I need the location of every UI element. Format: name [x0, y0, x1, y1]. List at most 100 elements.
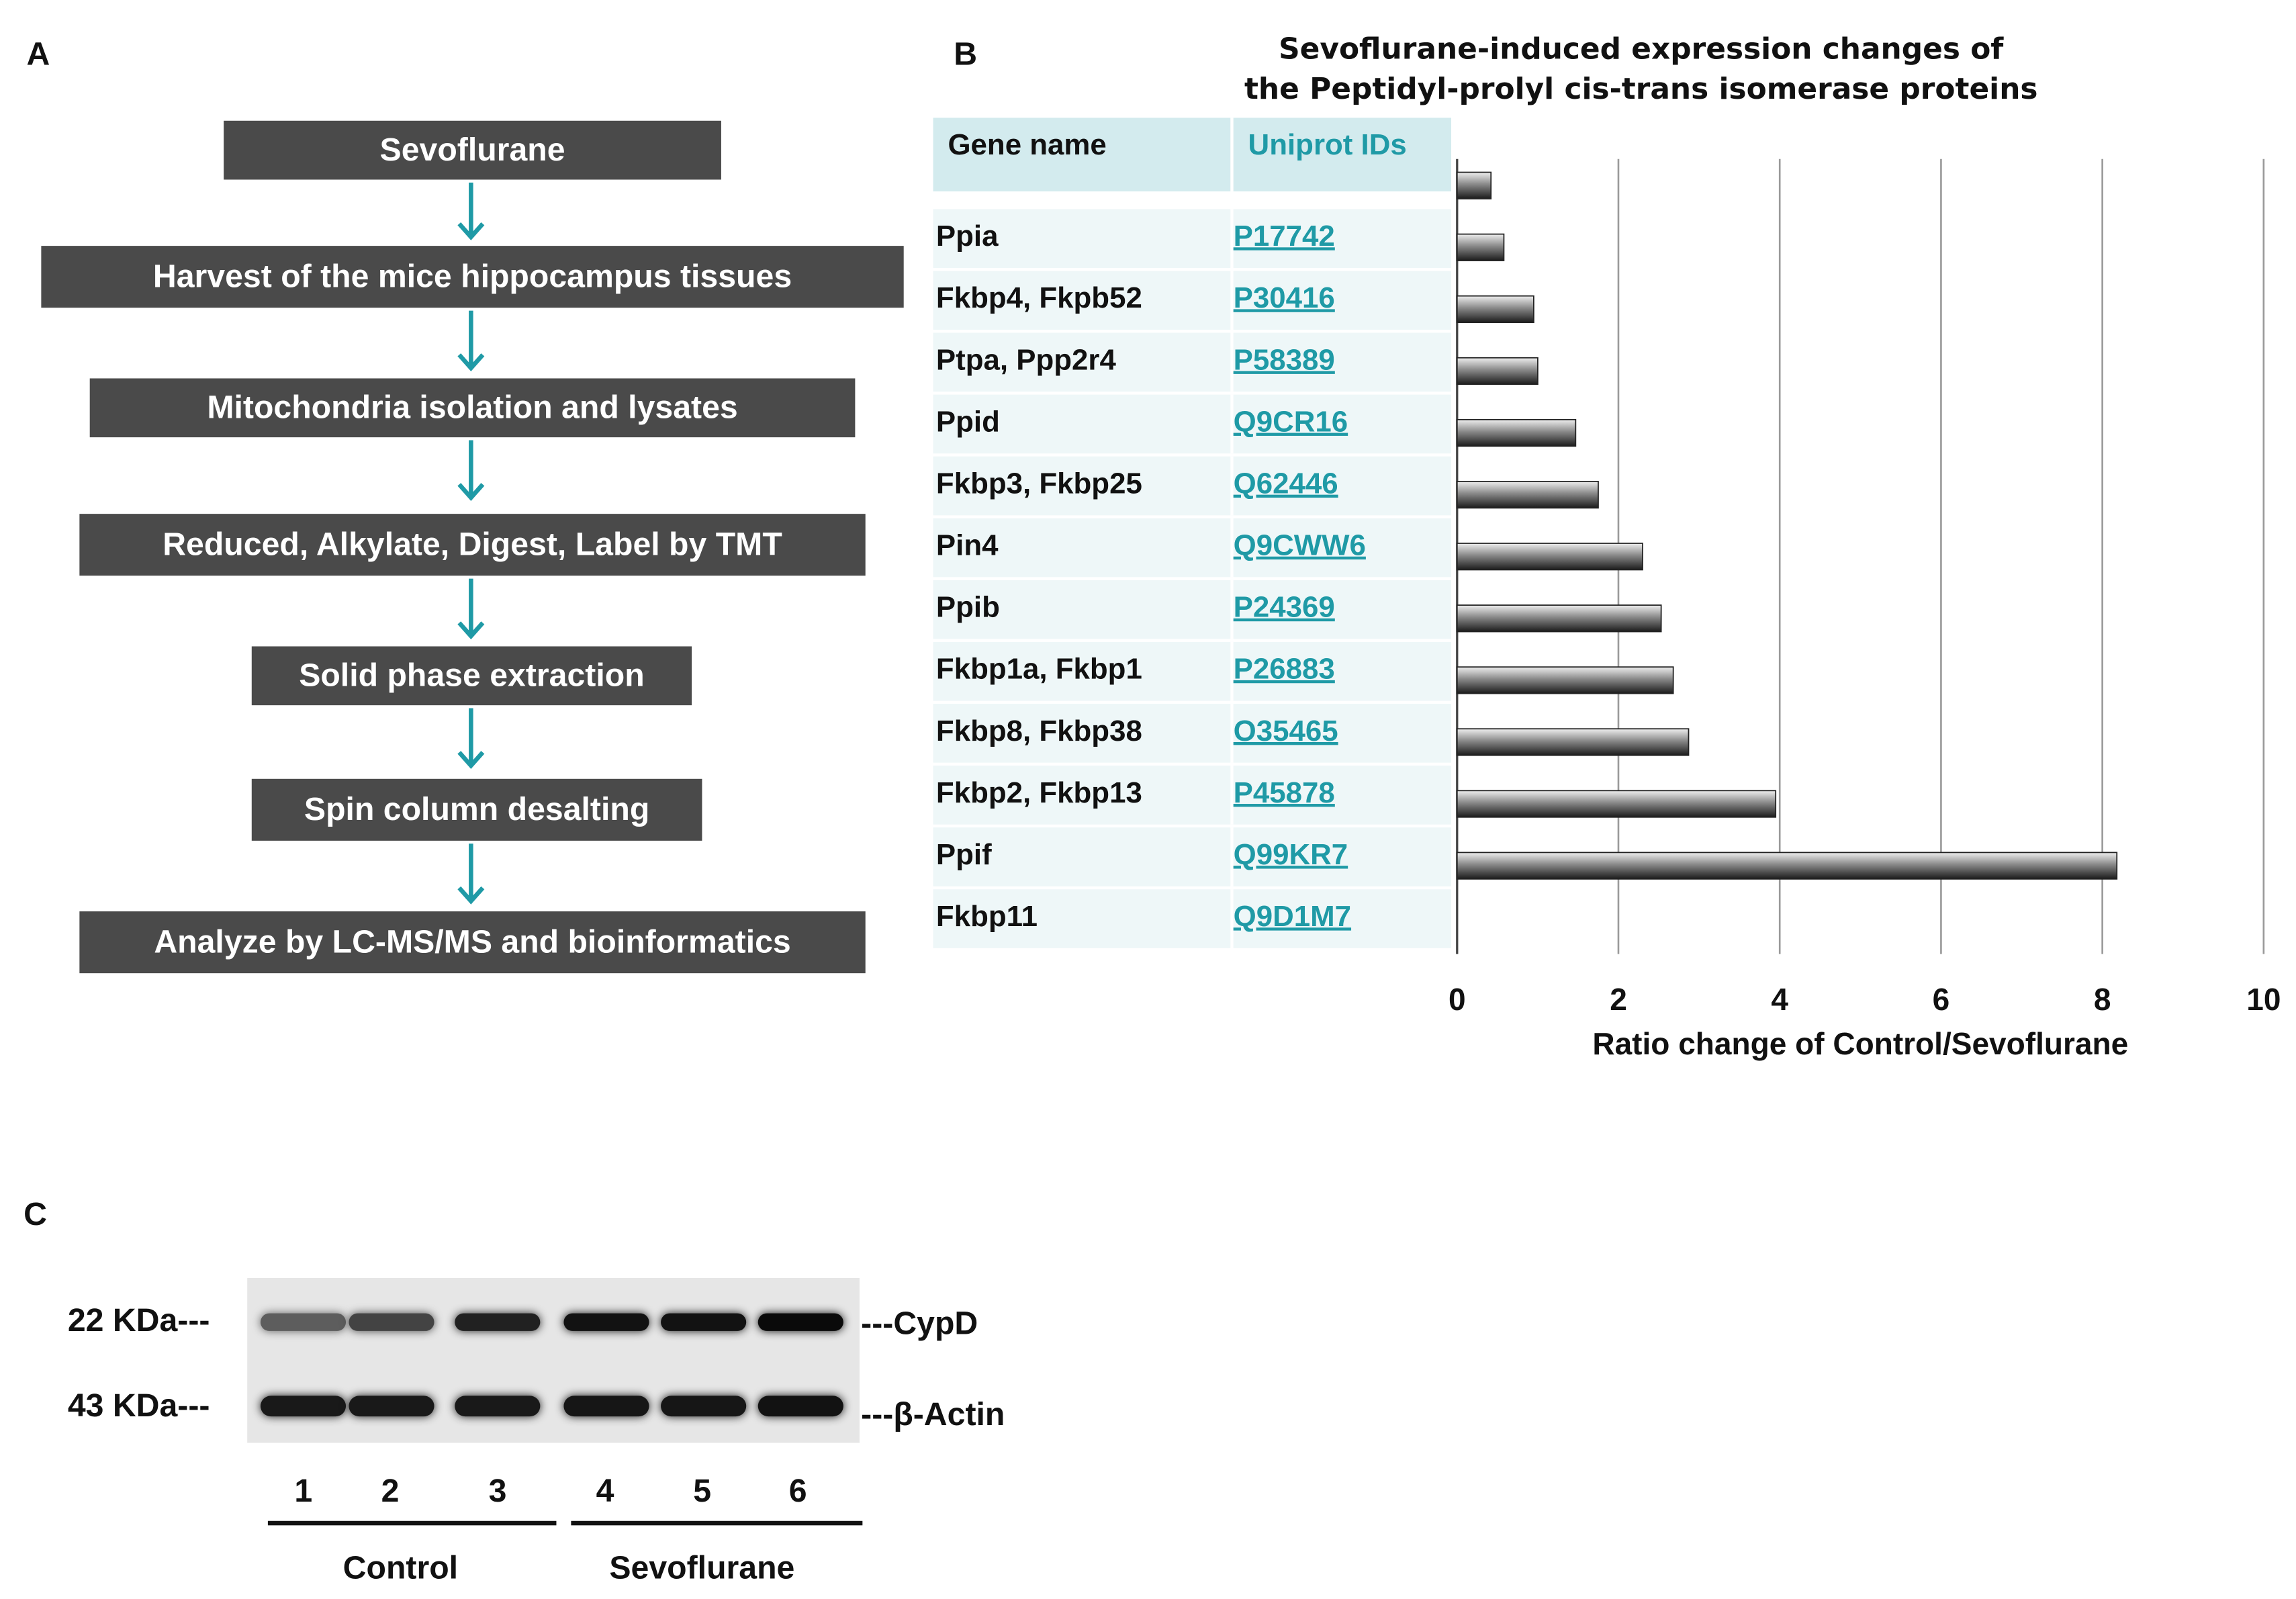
control-group-label: Control — [342, 1549, 459, 1586]
gene-name: Ppia — [935, 220, 999, 254]
header-gene-name: Gene name — [948, 129, 1107, 163]
bar-chart: 0 2 4 6 8 10 — [1449, 158, 2281, 1017]
flow-arrow-icon — [457, 708, 485, 769]
chart-title: Sevoflurane-induced expression changes o… — [1177, 30, 2105, 109]
chart-title-line-1: Sevoflurane-induced expression changes o… — [1279, 31, 2004, 66]
lane-label: 3 — [488, 1472, 507, 1510]
header-uniprot-ids: Uniprot IDs — [1248, 129, 1407, 163]
bar — [1456, 790, 1777, 818]
uniprot-id-link[interactable]: P24369 — [1233, 592, 1335, 625]
bar — [1456, 418, 1577, 447]
x-tick-label: 4 — [1771, 982, 1788, 1017]
flow-step-harvest: Harvest of the mice hippocampus tissues — [41, 246, 904, 308]
flow-step-sevoflurane: Sevoflurane — [224, 120, 721, 180]
gene-name: Ppif — [935, 839, 992, 872]
uniprot-id-link[interactable]: O35465 — [1233, 715, 1338, 748]
cypd-band — [260, 1313, 347, 1331]
lane-label: 2 — [381, 1472, 400, 1510]
control-group-line — [267, 1520, 557, 1526]
uniprot-id-link[interactable]: Q62446 — [1233, 468, 1338, 501]
bar — [1456, 171, 1492, 199]
bar — [1456, 852, 2118, 880]
cypd-band — [349, 1313, 434, 1331]
x-tick-label: 2 — [1610, 982, 1627, 1017]
lane-label: 4 — [596, 1472, 614, 1510]
table-row: Pin4 Q9CWW6 — [933, 518, 1452, 578]
flow-step-mitochondria: Mitochondria isolation and lysates — [89, 378, 856, 438]
uniprot-id-link[interactable]: Q9CWW6 — [1233, 530, 1366, 563]
cypd-band — [563, 1313, 649, 1331]
mw-marker-43kda: 43 KDa--- — [67, 1387, 210, 1424]
x-tick-label: 8 — [2094, 982, 2111, 1017]
flow-arrow-icon — [457, 310, 485, 372]
bar — [1456, 604, 1662, 633]
lane-label: 6 — [788, 1472, 807, 1510]
uniprot-id-link[interactable]: P58389 — [1233, 345, 1335, 377]
lane-label: 1 — [294, 1472, 313, 1510]
bar — [1456, 233, 1505, 261]
gene-name: Ppib — [935, 592, 1000, 625]
flow-step-tmt: Reduced, Alkylate, Digest, Label by TMT — [79, 514, 866, 576]
gene-table-header: Gene name Uniprot IDs — [933, 118, 1452, 192]
actin-band — [349, 1396, 434, 1417]
gene-name: Fkbp4, Fkpb52 — [935, 282, 1142, 316]
table-row: Fkbp4, Fkpb52 P30416 — [933, 271, 1452, 330]
flow-arrow-icon — [457, 578, 485, 640]
lane-label: 5 — [693, 1472, 712, 1510]
table-row: Ppid Q9CR16 — [933, 394, 1452, 454]
cypd-band — [757, 1313, 843, 1331]
x-tick-label: 6 — [1933, 982, 1950, 1017]
actin-band — [455, 1396, 541, 1417]
actin-label: ---β-Actin — [861, 1396, 1005, 1433]
gene-name: Fkbp2, Fkbp13 — [935, 777, 1142, 810]
flow-arrow-icon — [457, 843, 485, 905]
gene-name: Fkbp11 — [935, 901, 1038, 933]
bar — [1456, 543, 1643, 571]
panel-a-label: A — [26, 35, 50, 73]
flow-arrow-icon — [457, 440, 485, 501]
actin-band — [260, 1396, 347, 1417]
flow-step-lcms: Analyze by LC-MS/MS and bioinformatics — [79, 911, 866, 974]
uniprot-id-link[interactable]: Q9D1M7 — [1233, 901, 1352, 933]
mw-marker-22kda: 22 KDa--- — [67, 1301, 210, 1338]
chart-title-line-2: the Peptidyl-prolyl cis-trans isomerase … — [1244, 71, 2038, 106]
x-tick-label: 10 — [2246, 982, 2281, 1017]
sevoflurane-group-line — [571, 1520, 863, 1526]
uniprot-id-link[interactable]: P26883 — [1233, 653, 1335, 686]
flow-step-spe: Solid phase extraction — [251, 646, 692, 706]
table-row: Ppib P24369 — [933, 580, 1452, 639]
uniprot-id-link[interactable]: P17742 — [1233, 220, 1335, 254]
table-row: Fkbp1a, Fkbp1 P26883 — [933, 641, 1452, 701]
bar — [1456, 666, 1674, 694]
uniprot-id-link[interactable]: P45878 — [1233, 777, 1335, 810]
table-row: Ptpa, Ppp2r4 P58389 — [933, 332, 1452, 392]
gene-name: Fkbp3, Fkbp25 — [935, 468, 1142, 501]
cypd-band — [455, 1313, 541, 1331]
flow-arrow-icon — [457, 182, 485, 240]
cypd-band — [661, 1313, 747, 1331]
actin-band — [757, 1396, 843, 1417]
bar — [1456, 728, 1690, 756]
sevoflurane-group-label: Sevoflurane — [609, 1549, 795, 1586]
table-row: Fkbp3, Fkbp25 Q62446 — [933, 456, 1452, 516]
actin-band — [661, 1396, 747, 1417]
bar — [1456, 481, 1599, 509]
uniprot-id-link[interactable]: Q99KR7 — [1233, 839, 1348, 872]
bar — [1456, 357, 1539, 385]
western-blot-image — [247, 1278, 860, 1443]
gene-name: Ptpa, Ppp2r4 — [935, 345, 1116, 377]
x-axis-label: Ratio change of Control/Sevoflurane — [1592, 1027, 2129, 1062]
gene-name: Pin4 — [935, 530, 999, 563]
uniprot-id-link[interactable]: P30416 — [1233, 282, 1335, 316]
table-row: Fkbp8, Fkbp38 O35465 — [933, 703, 1452, 763]
table-row: Fkbp11 Q9D1M7 — [933, 889, 1452, 948]
table-row: Ppif Q99KR7 — [933, 827, 1452, 886]
bar — [1456, 295, 1534, 324]
flow-step-desalting: Spin column desalting — [251, 778, 702, 841]
gene-name: Fkbp8, Fkbp38 — [935, 715, 1142, 748]
panel-c-label: C — [24, 1195, 47, 1233]
uniprot-id-link[interactable]: Q9CR16 — [1233, 406, 1348, 439]
cypd-label: ---CypD — [861, 1304, 978, 1342]
panel-b-label: B — [954, 35, 978, 73]
